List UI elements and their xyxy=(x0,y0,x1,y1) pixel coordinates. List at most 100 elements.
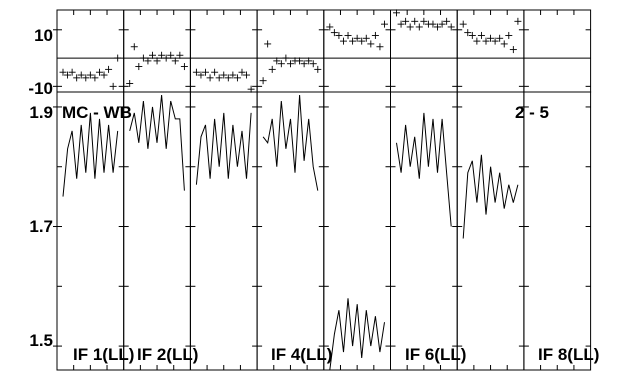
phase-panel-frame-1 xyxy=(56,9,125,93)
phase-point xyxy=(100,71,108,79)
phase-point xyxy=(114,54,122,62)
phase-point xyxy=(153,57,161,65)
phase-point xyxy=(282,54,290,62)
phase-point xyxy=(429,20,437,28)
bottom-ytick-label-2: 1.5 xyxy=(29,331,53,350)
phase-point xyxy=(224,74,232,82)
phase-point xyxy=(158,51,166,59)
amp-panel-frame-6 xyxy=(390,91,458,371)
amp-panel-frame-8 xyxy=(523,91,592,371)
phase-point xyxy=(243,71,251,79)
phase-point xyxy=(68,68,76,76)
bottom-ytick-label-0: 1.9 xyxy=(29,103,53,122)
phase-point xyxy=(464,29,472,37)
phase-point xyxy=(86,71,94,79)
phase-point xyxy=(206,74,214,82)
phase-point xyxy=(358,37,366,45)
phase-point xyxy=(109,82,117,90)
phase-point xyxy=(296,57,304,65)
amp-panel-frame-7 xyxy=(456,91,525,371)
top-ytick-label-0: 10 xyxy=(34,26,53,45)
phase-point xyxy=(509,46,517,54)
amp-series-line-4 xyxy=(262,94,319,191)
tick-marks xyxy=(53,10,591,370)
phase-point xyxy=(447,23,455,31)
phase-point xyxy=(514,17,522,25)
phase-point xyxy=(468,31,476,39)
phase-panel-frame-5 xyxy=(323,9,391,93)
phase-point xyxy=(268,65,276,73)
phase-point xyxy=(192,68,200,76)
phase-point xyxy=(459,20,467,28)
phase-panel-frame-8 xyxy=(523,9,592,93)
phase-point xyxy=(139,54,147,62)
amp-series-line-5 xyxy=(329,298,385,371)
phase-point xyxy=(215,74,223,82)
phase-point xyxy=(167,51,175,59)
phase-point xyxy=(367,40,375,48)
phase-point xyxy=(176,51,184,59)
phase-point xyxy=(64,71,72,79)
phase-point xyxy=(500,40,508,48)
amp-series-line-1 xyxy=(62,112,119,197)
amp-panel-frame-4 xyxy=(256,91,325,371)
phase-point xyxy=(82,74,90,82)
phase-panel-frame-4 xyxy=(256,9,325,93)
panel-label-if4: IF 4(LL) xyxy=(271,345,332,364)
phase-point xyxy=(211,68,219,76)
phase-point xyxy=(148,51,156,59)
phase-point xyxy=(135,63,143,71)
phase-point xyxy=(305,57,313,65)
phase-point xyxy=(162,54,170,62)
phase-point xyxy=(126,80,134,88)
baseline-label: MC - WB xyxy=(62,103,132,122)
phase-point xyxy=(349,37,357,45)
phase-point xyxy=(77,71,85,79)
phase-point xyxy=(277,60,285,68)
phase-point xyxy=(344,31,352,39)
amp-panel-frame-3 xyxy=(189,91,258,371)
phase-point xyxy=(144,57,152,65)
phase-point xyxy=(411,17,419,25)
phase-point xyxy=(482,37,490,45)
phase-point xyxy=(220,71,228,79)
phase-point xyxy=(371,31,379,39)
phase-point xyxy=(264,40,272,48)
phase-point xyxy=(473,37,481,45)
data-layer xyxy=(59,9,522,371)
phase-point xyxy=(393,9,400,17)
phase-point xyxy=(362,34,370,42)
phase-point xyxy=(300,60,308,68)
bottom-ytick-label-1: 1.7 xyxy=(29,217,53,236)
phase-point xyxy=(339,37,347,45)
phase-point xyxy=(197,71,205,79)
amp-series-line-6 xyxy=(396,112,452,227)
panel-label-if2: IF 2(LL) xyxy=(137,345,198,364)
phase-point xyxy=(202,68,210,76)
phase-point xyxy=(59,68,67,76)
amp-panel-frame-5 xyxy=(323,91,391,371)
phase-point xyxy=(314,65,322,73)
amp-series-line-2 xyxy=(129,94,185,191)
phase-point xyxy=(415,23,423,31)
polarization-label: 2 - 5 xyxy=(515,103,549,122)
amp-series-line-7 xyxy=(462,154,519,239)
phase-point xyxy=(330,29,338,37)
phase-point xyxy=(171,57,179,65)
phase-point xyxy=(496,34,504,42)
phase-point xyxy=(233,74,241,82)
phase-point xyxy=(259,77,267,85)
phase-point xyxy=(477,31,485,39)
phase-point xyxy=(73,74,81,82)
amp-panel-frame-1 xyxy=(56,91,125,371)
phase-point xyxy=(402,17,410,25)
panel-label-if1: IF 1(LL) xyxy=(73,345,134,364)
phase-point xyxy=(487,34,495,42)
phase-point xyxy=(353,34,361,42)
phase-point xyxy=(406,23,414,31)
panel-label-if8: IF 8(LL) xyxy=(538,345,599,364)
phase-panel-frame-3 xyxy=(189,9,258,93)
phase-panel-frame-2 xyxy=(123,9,191,93)
phase-point xyxy=(381,20,388,28)
phase-point xyxy=(229,71,237,79)
